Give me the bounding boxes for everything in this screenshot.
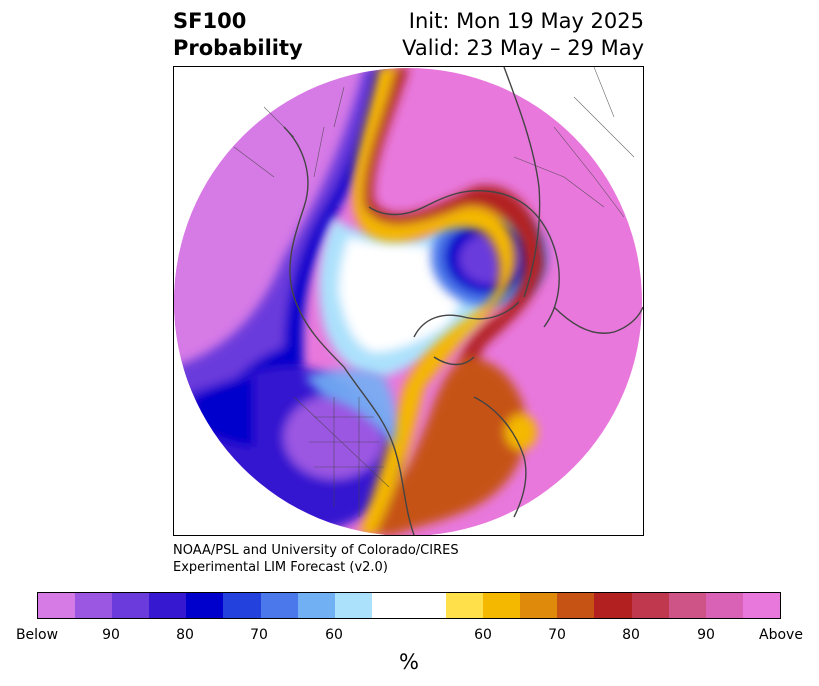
init-date: Init: Mon 19 May 2025: [408, 9, 644, 33]
map-variable-subtitle: Probability: [173, 36, 303, 60]
borders: [233, 67, 635, 517]
colorbar-tick-label: 80: [622, 627, 640, 643]
credit: NOAA/PSL and University of Colorado/CIRE…: [173, 542, 459, 576]
above-atlantic-core: [505, 414, 537, 450]
below-fringe-canada: [304, 369, 396, 447]
colorbar-tick-label: Below: [15, 627, 59, 643]
colorbar-tick-label: 70: [250, 627, 268, 643]
probability-field: [174, 68, 642, 535]
colorbar-tick-label: 80: [176, 627, 194, 643]
colorbar-swatch: [557, 593, 595, 618]
colorbar-swatch: [297, 593, 335, 618]
colorbar-swatch: [371, 593, 409, 618]
colorbar-tick-label: 90: [102, 627, 120, 643]
colorbar-swatch: [149, 593, 187, 618]
colorbar-swatch: [38, 593, 76, 618]
valid-range: Valid: 23 May – 29 May: [402, 36, 644, 60]
title-left: SF100 Probability: [173, 8, 303, 62]
colorbar-tick-label: 70: [548, 627, 566, 643]
colorbar-tick-label: 60: [474, 627, 492, 643]
credit-line-1: NOAA/PSL and University of Colorado/CIRE…: [173, 543, 459, 558]
colorbar-swatch: [260, 593, 298, 618]
above-ridge-60: [353, 68, 515, 535]
colorbar-swatch: [520, 593, 558, 618]
colorbar-swatch: [594, 593, 632, 618]
colorbar-swatch: [742, 593, 780, 618]
coastlines: [283, 67, 643, 535]
colorbar-swatch: [705, 593, 743, 618]
colorbar-swatch: [186, 593, 224, 618]
map-variable-title: SF100: [173, 9, 247, 33]
colorbar-tick-label: 90: [697, 627, 715, 643]
colorbar: [37, 592, 781, 619]
colorbar-swatch: [223, 593, 261, 618]
title-right: Init: Mon 19 May 2025 Valid: 23 May – 29…: [402, 8, 644, 62]
colorbar-swatch: [483, 593, 521, 618]
colorbar-tick-label: Above: [759, 627, 803, 643]
colorbar-swatch: [668, 593, 706, 618]
colorbar-unit-label: %: [399, 650, 419, 674]
below-band-70: [174, 68, 389, 427]
colorbar-swatch: [112, 593, 150, 618]
credit-line-2: Experimental LIM Forecast (v2.0): [173, 560, 388, 575]
colorbar-tick-label: 60: [325, 627, 343, 643]
colorbar-swatch: [446, 593, 484, 618]
above-atlantic-70: [374, 357, 527, 535]
colorbar-swatch: [75, 593, 113, 618]
colorbar-swatch: [631, 593, 669, 618]
map-frame: [173, 66, 644, 536]
colorbar-swatch: [408, 593, 447, 618]
polar-map: [174, 67, 643, 535]
colorbar-swatch: [334, 593, 372, 618]
